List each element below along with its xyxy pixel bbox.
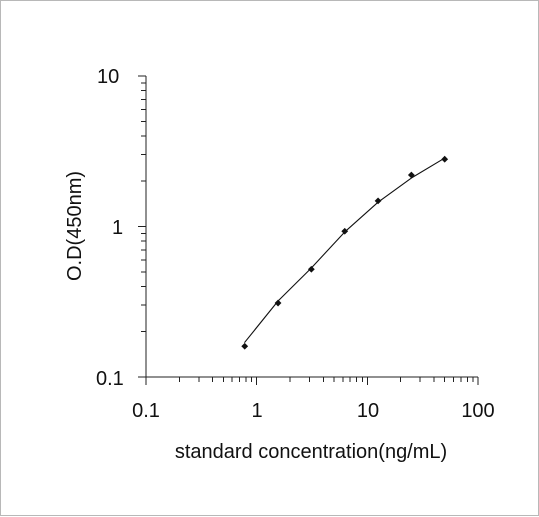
axes (145, 76, 478, 378)
plot-data (241, 155, 449, 350)
data-point (307, 265, 315, 273)
y-tick-label-0.1: 0.1 (96, 368, 124, 390)
data-point (407, 171, 415, 179)
x-tick-label-1: 1 (251, 400, 262, 422)
y-ticks (138, 75, 146, 378)
y-tick-label-1: 1 (112, 217, 123, 239)
fitted-curve (244, 157, 446, 343)
x-tick-label-10: 10 (357, 400, 379, 422)
x-tick-label-0.1: 0.1 (132, 400, 160, 422)
data-point (341, 227, 349, 235)
data-point (241, 342, 249, 350)
x-tick-label-100: 100 (461, 400, 494, 422)
y-tick-label-10: 10 (97, 66, 119, 88)
data-point (274, 299, 282, 307)
data-point (374, 197, 382, 205)
x-axis-label: standard concentration(ng/mL) (175, 441, 447, 463)
y-axis-label: O.D(450nm) (64, 171, 86, 281)
data-point (441, 155, 449, 163)
x-ticks (145, 377, 479, 385)
